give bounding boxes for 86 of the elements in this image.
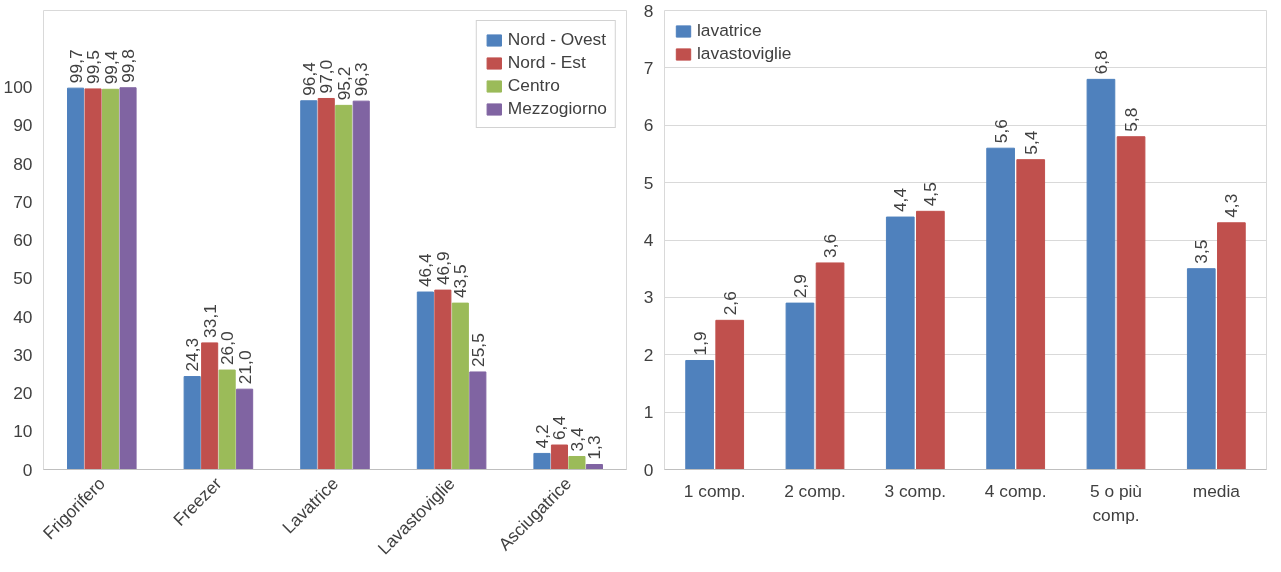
data-label: 99,8 bbox=[118, 49, 139, 83]
data-label: 4,4 bbox=[890, 187, 911, 213]
y-tick-label: 8 bbox=[643, 0, 654, 21]
bar bbox=[119, 87, 137, 470]
x-tick-label: 1 comp. bbox=[683, 480, 746, 501]
data-label: 33,1 bbox=[199, 304, 220, 338]
bar bbox=[986, 147, 1015, 470]
bar bbox=[1186, 268, 1216, 470]
bar bbox=[785, 302, 815, 470]
data-label: 96,3 bbox=[351, 62, 372, 97]
bar bbox=[218, 369, 236, 470]
y-tick-label: 100 bbox=[3, 77, 33, 97]
data-label: 2,6 bbox=[719, 291, 740, 316]
y-tick-label: 90 bbox=[13, 115, 33, 136]
legend-label: Mezzogiorno bbox=[507, 98, 607, 119]
bar bbox=[885, 216, 915, 470]
data-label: 25,5 bbox=[467, 333, 488, 367]
bar bbox=[469, 371, 487, 470]
y-tick-label: 50 bbox=[13, 268, 33, 289]
legend-label: Centro bbox=[507, 75, 560, 96]
y-tick-label: 20 bbox=[13, 383, 33, 403]
bar bbox=[550, 444, 568, 470]
x-tick-label: 5 o più comp. bbox=[1089, 480, 1143, 525]
bar bbox=[300, 100, 318, 470]
bar bbox=[815, 262, 845, 470]
bar bbox=[1016, 159, 1046, 470]
x-tick-label: media bbox=[1192, 480, 1241, 501]
bar bbox=[102, 88, 120, 470]
y-tick-label: 30 bbox=[13, 344, 33, 365]
y-tick-label: 1 bbox=[643, 402, 654, 423]
data-label: 2,9 bbox=[789, 274, 810, 299]
data-label: 99,7 bbox=[65, 49, 86, 84]
bar bbox=[916, 210, 945, 470]
y-tick-label: 10 bbox=[13, 421, 33, 442]
bar bbox=[1086, 78, 1116, 470]
data-label: 6,8 bbox=[1090, 50, 1111, 75]
legend-label: Nord - Ovest bbox=[507, 29, 606, 50]
y-tick-label: 7 bbox=[643, 57, 654, 78]
y-tick-label: 70 bbox=[13, 191, 33, 212]
y-tick-label: 0 bbox=[643, 459, 654, 480]
legend-label: lavastoviglie bbox=[697, 43, 792, 64]
bar bbox=[715, 319, 745, 470]
bar bbox=[67, 87, 85, 470]
y-tick-label: 6 bbox=[643, 115, 654, 136]
data-label: 4,2 bbox=[531, 424, 552, 449]
x-tick-label: 4 comp. bbox=[984, 480, 1047, 501]
data-label: 3,5 bbox=[1191, 239, 1212, 264]
bar bbox=[1217, 222, 1246, 470]
data-label: 43,5 bbox=[450, 264, 471, 299]
data-label: 1,3 bbox=[584, 435, 605, 460]
x-tick-label: 2 comp. bbox=[784, 480, 846, 501]
x-tick-label: 3 comp. bbox=[884, 480, 947, 501]
bar bbox=[568, 455, 586, 470]
data-label: 96,4 bbox=[298, 61, 319, 96]
bar bbox=[434, 289, 452, 470]
bar bbox=[183, 376, 201, 470]
y-tick-label: 2 bbox=[643, 344, 654, 365]
bar bbox=[451, 302, 469, 470]
y-tick-label: 60 bbox=[13, 230, 33, 250]
data-label: 5,6 bbox=[990, 119, 1011, 144]
legend-label: lavatrice bbox=[697, 20, 762, 41]
bar bbox=[533, 452, 551, 470]
data-label: 5,4 bbox=[1020, 130, 1041, 155]
bar bbox=[84, 88, 102, 470]
bar bbox=[352, 100, 370, 470]
data-label: 1,9 bbox=[689, 331, 710, 356]
y-tick-label: 3 bbox=[643, 287, 654, 308]
bar bbox=[585, 464, 603, 470]
data-label: 4,3 bbox=[1221, 193, 1242, 218]
bar bbox=[335, 104, 353, 470]
bar bbox=[317, 97, 335, 470]
data-label: 24,3 bbox=[182, 337, 203, 372]
data-label: 5,8 bbox=[1121, 107, 1142, 132]
y-tick-label: 4 bbox=[643, 230, 654, 250]
y-tick-label: 5 bbox=[643, 172, 654, 193]
y-tick-label: 0 bbox=[22, 459, 33, 480]
data-label: 4,5 bbox=[920, 182, 941, 207]
y-tick-label: 40 bbox=[13, 306, 33, 327]
y-tick-label: 80 bbox=[13, 153, 33, 174]
bar bbox=[201, 342, 219, 470]
data-label: 3,6 bbox=[820, 233, 841, 258]
bar bbox=[236, 388, 254, 470]
bar bbox=[685, 359, 714, 470]
bar bbox=[1116, 136, 1146, 470]
legend-label: Nord - Est bbox=[507, 52, 586, 73]
bar bbox=[416, 291, 434, 470]
